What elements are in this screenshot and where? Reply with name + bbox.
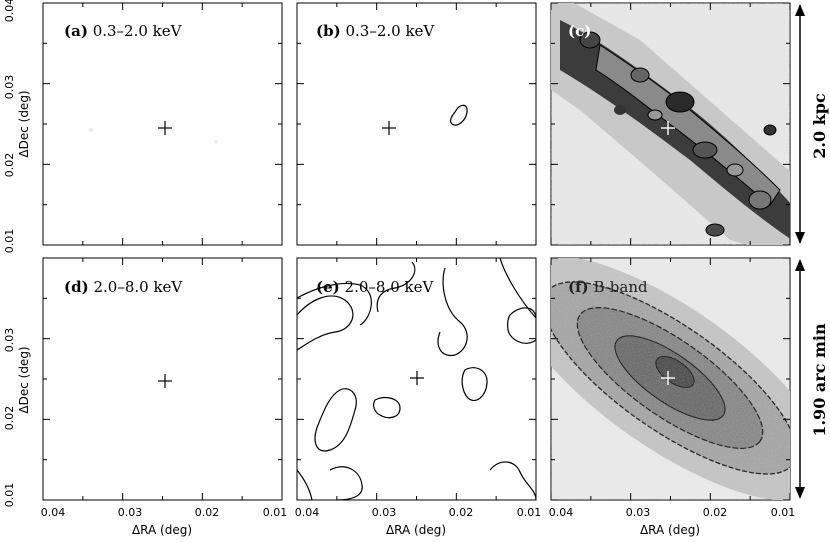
- y-tick-label: 0.01: [3, 229, 16, 254]
- x-tick-label: 0.01: [263, 506, 288, 519]
- y-tick-label: 0.03: [3, 328, 16, 353]
- panel-f: (f) B-band: [550, 257, 791, 501]
- y-tick-labels: 0.04 0.03 0.02 0.01 0.03 0.02 0.01: [3, 0, 16, 507]
- center-cross: [410, 371, 424, 385]
- panel-b: (b) 0.3–2.0 keV: [296, 2, 537, 246]
- panel-b-label: (b) 0.3–2.0 keV: [316, 22, 435, 40]
- x-tick-label: 0.02: [449, 506, 474, 519]
- y-axis-title-bottom: ΔDec (deg): [17, 346, 31, 413]
- panel-f-label: (f) B-band: [568, 278, 648, 296]
- scalebar-bottom-label: 1.90 arc min: [810, 323, 829, 437]
- panel-c-label: (c): [568, 22, 591, 40]
- center-cross: [158, 121, 172, 135]
- x-axis-title: ΔRA (deg): [640, 523, 700, 537]
- x-tick-label: 0.04: [295, 506, 320, 519]
- contour: [449, 104, 468, 126]
- y-axis-title-top: ΔDec (deg): [17, 90, 31, 157]
- y-tick-label: 0.01: [3, 483, 16, 508]
- center-cross: [661, 121, 675, 135]
- center-cross: [661, 371, 675, 385]
- panel-e-label: (e) 2.0–8.0 keV: [316, 278, 434, 296]
- x-axis-title: ΔRA (deg): [132, 523, 192, 537]
- x-tick-label: 0.03: [626, 506, 651, 519]
- x-tick-label: 0.01: [771, 506, 796, 519]
- x-axis-title: ΔRA (deg): [386, 523, 446, 537]
- panel-d-label: (d) 2.0–8.0 keV: [64, 278, 183, 296]
- panel-d: (d) 2.0–8.0 keV: [42, 257, 283, 501]
- center-cross: [382, 121, 396, 135]
- y-tick-label: 0.03: [3, 75, 16, 100]
- x-tick-label: 0.02: [195, 506, 220, 519]
- x-tick-label: 0.01: [517, 506, 542, 519]
- y-tick-label: 0.04: [3, 0, 16, 22]
- y-tick-label: 0.02: [3, 406, 16, 431]
- panel-a: (a) 0.3–2.0 keV: [42, 2, 283, 246]
- center-cross: [158, 374, 172, 388]
- y-tick-label: 0.02: [3, 153, 16, 178]
- x-tick-label: 0.03: [372, 506, 397, 519]
- panel-e: (e) 2.0–8.0 keV: [296, 257, 537, 501]
- x-tick-labels: 0.04 0.03 0.02 0.01 0.04 0.03 0.02 0.01 …: [41, 506, 796, 519]
- scalebar-top-label: 2.0 kpc: [810, 93, 829, 159]
- scalebar-bottom: 1.90 arc min: [795, 259, 829, 499]
- scalebar-top: 2.0 kpc: [795, 4, 830, 244]
- contours: [297, 258, 536, 500]
- tick-marks: [42, 2, 791, 501]
- panel-a-label: (a) 0.3–2.0 keV: [64, 22, 183, 40]
- x-tick-label: 0.03: [118, 506, 143, 519]
- x-tick-label: 0.04: [549, 506, 574, 519]
- x-tick-label: 0.04: [41, 506, 66, 519]
- panel-c: (c): [550, 2, 791, 246]
- x-tick-label: 0.02: [703, 506, 728, 519]
